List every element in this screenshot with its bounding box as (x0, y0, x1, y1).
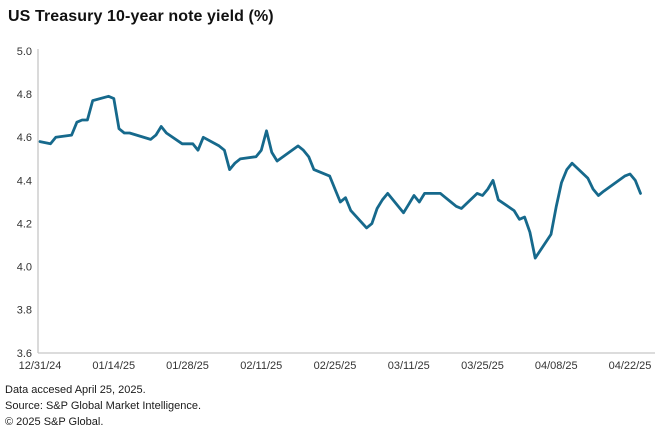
x-tick-label: 02/25/25 (314, 360, 357, 372)
footer-accessed-date: Data accesed April 25, 2025. (5, 384, 146, 396)
x-tick-label: 12/31/24 (19, 360, 62, 372)
y-tick-label: 4.0 (17, 262, 32, 274)
x-tick-label: 03/11/25 (388, 360, 430, 372)
footer-copyright: © 2025 S&P Global. (5, 416, 104, 428)
y-tick-label: 4.2 (17, 218, 32, 230)
x-tick-label: 04/08/25 (535, 360, 578, 372)
x-tick-label: 02/11/25 (240, 360, 282, 372)
chart-title: US Treasury 10-year note yield (%) (8, 8, 274, 25)
yield-series-line (38, 94, 642, 260)
y-tick-label: 4.4 (17, 175, 32, 187)
y-tick-label: 3.8 (17, 305, 32, 317)
footer-source: Source: S&P Global Market Intelligence. (5, 400, 202, 412)
y-tick-label: 5.0 (17, 46, 32, 58)
y-tick-label: 4.6 (17, 132, 32, 144)
y-tick-label: 3.6 (17, 348, 32, 360)
y-tick-label: 4.8 (17, 89, 32, 101)
x-tick-label: 01/14/25 (92, 360, 135, 372)
chart-footer: Data accesed April 25, 2025. Source: S&P… (5, 382, 201, 430)
x-tick-label: 04/22/25 (609, 360, 652, 372)
x-tick-label: 01/28/25 (166, 360, 209, 372)
x-tick-label: 03/25/25 (461, 360, 504, 372)
